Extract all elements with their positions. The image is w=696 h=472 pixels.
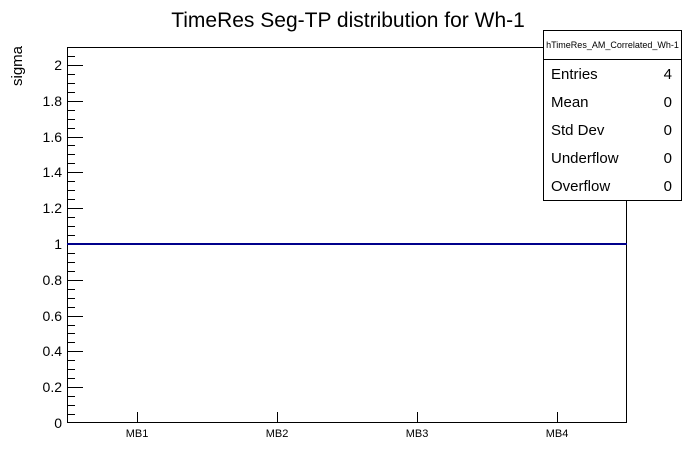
y-minor-tick bbox=[68, 92, 75, 93]
y-minor-tick bbox=[68, 360, 75, 361]
y-major-tick bbox=[68, 351, 83, 352]
y-minor-tick bbox=[68, 154, 75, 155]
y-minor-tick bbox=[68, 181, 75, 182]
histogram-line-segment bbox=[487, 243, 627, 245]
y-major-tick bbox=[68, 101, 83, 102]
stats-row-value: 0 bbox=[663, 121, 672, 139]
x-bin-label: MB2 bbox=[265, 428, 289, 440]
y-major-tick bbox=[68, 172, 83, 173]
y-minor-tick bbox=[68, 396, 75, 397]
stats-row-value: 0 bbox=[663, 149, 672, 167]
y-tick-label: 1.4 bbox=[42, 164, 62, 180]
stats-row: Mean 0 bbox=[544, 88, 681, 116]
x-bin-tick bbox=[417, 412, 418, 422]
stats-row: Underflow 0 bbox=[544, 144, 681, 172]
histogram-line-segment bbox=[67, 243, 207, 245]
y-minor-tick bbox=[68, 163, 75, 164]
y-minor-tick bbox=[68, 405, 75, 406]
y-minor-tick bbox=[68, 128, 75, 129]
y-tick-label: 1.2 bbox=[42, 200, 62, 216]
y-minor-tick bbox=[68, 289, 75, 290]
y-major-tick bbox=[68, 316, 83, 317]
stats-row-value: 4 bbox=[663, 65, 672, 83]
y-minor-tick bbox=[68, 414, 75, 415]
y-tick-label: 0.2 bbox=[42, 379, 62, 395]
stats-row-label: Underflow bbox=[551, 149, 619, 167]
stats-row-value: 0 bbox=[663, 177, 672, 195]
y-minor-tick bbox=[68, 217, 75, 218]
y-minor-tick bbox=[68, 199, 75, 200]
y-minor-tick bbox=[68, 56, 75, 57]
y-minor-tick bbox=[68, 262, 75, 263]
x-bin-tick bbox=[137, 412, 138, 422]
stats-row: Std Dev 0 bbox=[544, 116, 681, 144]
y-minor-tick bbox=[68, 226, 75, 227]
y-minor-tick bbox=[68, 342, 75, 343]
y-major-tick bbox=[68, 65, 83, 66]
y-tick-label: 0.6 bbox=[42, 308, 62, 324]
y-minor-tick bbox=[68, 253, 75, 254]
histogram-line-segment bbox=[347, 243, 487, 245]
chart-title: TimeRes Seg-TP distribution for Wh-1 bbox=[171, 9, 525, 32]
stats-row: Overflow 0 bbox=[544, 172, 681, 200]
y-minor-tick bbox=[68, 325, 75, 326]
y-minor-tick bbox=[68, 145, 75, 146]
y-tick-label: 0 bbox=[54, 415, 62, 431]
y-tick-label: 2 bbox=[54, 57, 62, 73]
y-minor-tick bbox=[68, 74, 75, 75]
y-major-tick bbox=[68, 280, 83, 281]
y-minor-tick bbox=[68, 190, 75, 191]
y-minor-tick bbox=[68, 298, 75, 299]
x-bin-label: MB1 bbox=[125, 428, 149, 440]
y-minor-tick bbox=[68, 235, 75, 236]
y-minor-tick bbox=[68, 333, 75, 334]
y-minor-tick bbox=[68, 110, 75, 111]
stats-row-label: Entries bbox=[551, 65, 598, 83]
stats-box-title: hTimeRes_AM_Correlated_Wh-1 bbox=[544, 31, 681, 60]
y-minor-tick bbox=[68, 307, 75, 308]
y-minor-tick bbox=[68, 119, 75, 120]
y-major-tick bbox=[68, 387, 83, 388]
y-minor-tick bbox=[68, 83, 75, 84]
x-bin-label: MB4 bbox=[545, 428, 569, 440]
y-minor-tick bbox=[68, 271, 75, 272]
y-major-tick bbox=[68, 137, 83, 138]
y-tick-label: 1 bbox=[54, 236, 62, 252]
y-tick-label: 1.6 bbox=[42, 129, 62, 145]
stats-row-label: Overflow bbox=[551, 177, 611, 195]
stats-row-label: Mean bbox=[551, 93, 589, 111]
stats-box: hTimeRes_AM_Correlated_Wh-1 Entries 4 Mean… bbox=[543, 30, 682, 201]
y-tick-label: 1.8 bbox=[42, 93, 62, 109]
histogram-line-segment bbox=[207, 243, 347, 245]
x-bin-label: MB3 bbox=[405, 428, 429, 440]
y-tick-label: 0.4 bbox=[42, 343, 62, 359]
stats-rows: Entries 4 Mean 0 Std Dev 0 Underflow 0 Overflow 0 bbox=[544, 60, 681, 200]
y-tick-label: 0.8 bbox=[42, 272, 62, 288]
plot-frame bbox=[67, 47, 627, 423]
y-minor-tick bbox=[68, 369, 75, 370]
x-bin-tick bbox=[557, 412, 558, 422]
y-major-tick bbox=[68, 208, 83, 209]
stats-row: Entries 4 bbox=[544, 60, 681, 88]
x-bin-tick bbox=[277, 412, 278, 422]
stats-row-label: Std Dev bbox=[551, 121, 605, 139]
y-minor-tick bbox=[68, 378, 75, 379]
stats-row-value: 0 bbox=[663, 93, 672, 111]
